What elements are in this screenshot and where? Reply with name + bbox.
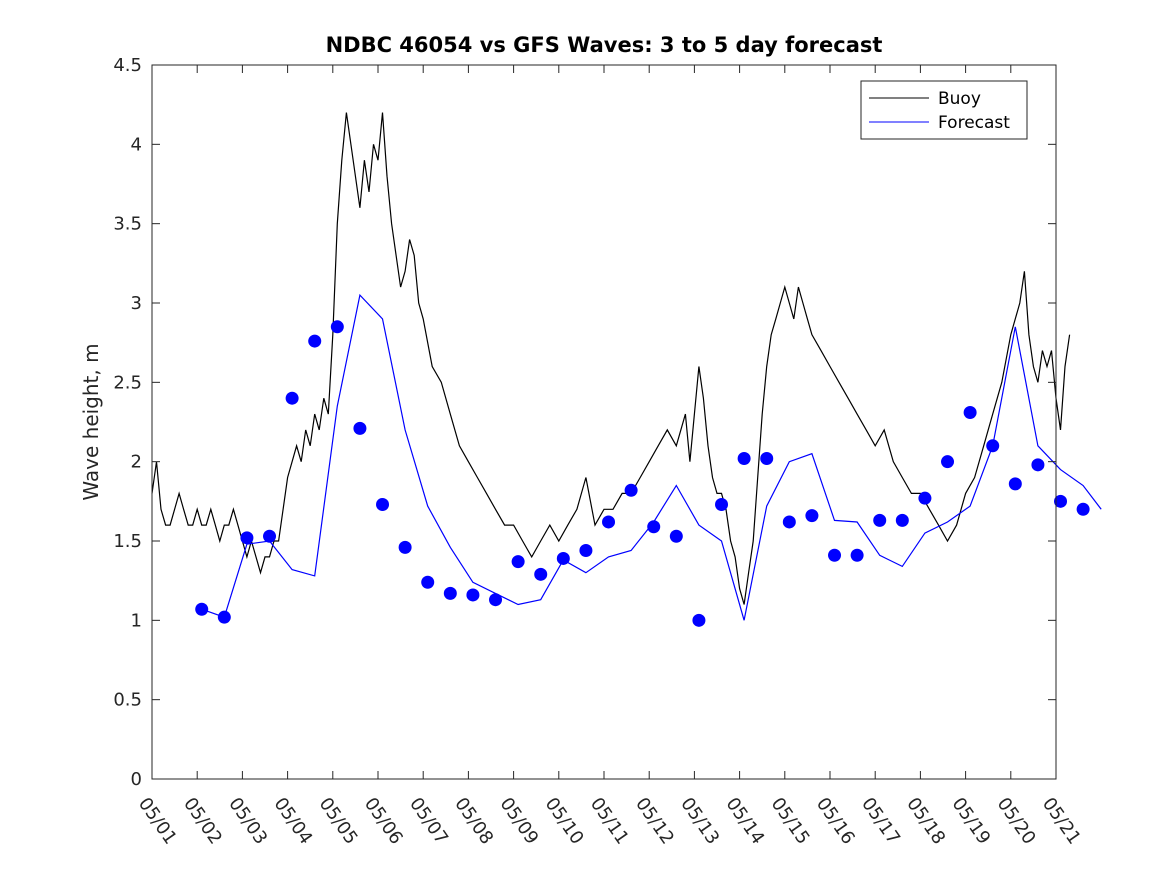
forecast-marker: [669, 529, 683, 543]
forecast-marker: [285, 391, 299, 405]
forecast-marker: [308, 334, 322, 348]
forecast-marker: [895, 513, 909, 527]
forecast-marker: [941, 455, 955, 469]
forecast-marker: [986, 439, 1000, 453]
y-tick-label: 4: [131, 134, 142, 155]
buoy-series-line: [151, 112, 1071, 605]
forecast-marker: [556, 551, 570, 565]
y-tick-label: 2.5: [113, 372, 142, 393]
forecast-marker: [195, 602, 209, 616]
forecast-marker: [376, 498, 390, 512]
legend-box: [860, 80, 1028, 140]
forecast-marker: [805, 509, 819, 523]
forecast-marker: [692, 613, 706, 627]
forecast-marker: [850, 548, 864, 562]
forecast-marker: [534, 567, 548, 581]
forecast-marker: [443, 586, 457, 600]
forecast-marker: [1054, 494, 1068, 508]
legend-forecast-label: Forecast: [938, 113, 1010, 133]
y-axis-label: Wave height, m: [79, 343, 103, 500]
plot-frame: [151, 64, 1057, 780]
forecast-marker: [918, 491, 932, 505]
forecast-marker: [624, 483, 638, 497]
forecast-marker: [579, 544, 593, 558]
forecast-marker: [737, 451, 751, 465]
legend-buoy-label: Buoy: [938, 89, 981, 109]
legend: Buoy Forecast: [860, 80, 1028, 140]
forecast-marker: [602, 515, 616, 529]
forecast-marker: [217, 610, 231, 624]
y-tick-label: 1.5: [113, 531, 142, 552]
forecast-marker: [782, 515, 796, 529]
y-tick-label: 3: [131, 293, 142, 314]
forecast-marker: [511, 555, 525, 569]
forecast-marker: [421, 575, 435, 589]
forecast-marker: [963, 405, 977, 419]
y-tick-label: 4.5: [113, 55, 142, 76]
forecast-marker: [1076, 502, 1090, 516]
forecast-marker: [715, 498, 729, 512]
forecast-marker: [398, 540, 412, 554]
forecast-marker: [489, 593, 503, 607]
series-layer: [151, 112, 1102, 627]
y-tick-label: 0: [131, 769, 142, 790]
forecast-marker: [240, 531, 254, 545]
y-axis-ticks: 0 0.5 1 1.5 2 2.5 3 3.5 4 4.5: [113, 55, 1056, 790]
forecast-marker: [760, 451, 774, 465]
forecast-marker: [353, 421, 367, 435]
forecast-marker: [263, 529, 277, 543]
forecast-marker: [1031, 458, 1045, 472]
forecast-marker: [466, 588, 480, 602]
forecast-marker: [1008, 477, 1022, 491]
y-tick-label: 1: [131, 610, 142, 631]
forecast-marker: [330, 320, 344, 334]
forecast-marker: [647, 520, 661, 534]
forecast-marker: [873, 513, 887, 527]
chart-title: NDBC 46054 vs GFS Waves: 3 to 5 day fore…: [326, 33, 883, 57]
plot-area: [152, 65, 1056, 779]
y-tick-label: 3.5: [113, 214, 142, 235]
forecast-marker: [828, 548, 842, 562]
y-tick-label: 2: [131, 452, 142, 473]
y-tick-label: 0.5: [113, 690, 142, 711]
